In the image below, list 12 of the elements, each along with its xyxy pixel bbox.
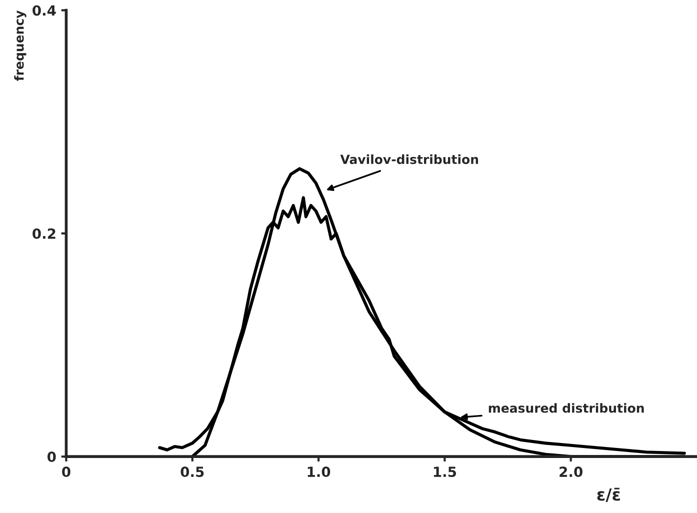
- x-tick-label: 1.5: [434, 466, 456, 478]
- y-tick-label: 0.4: [32, 5, 56, 16]
- y-tick-label: 0.2: [32, 228, 56, 239]
- y-tick-label: 0: [47, 452, 56, 462]
- annotation: measured distribution: [488, 403, 644, 413]
- x-tick-label: 0.5: [180, 466, 204, 478]
- x-tick-label: 1.0: [308, 466, 330, 478]
- x-tick-label: 2.0: [560, 466, 582, 478]
- annotation: Vavilov-distribution: [340, 154, 478, 164]
- x-tick-label: 0: [62, 466, 70, 478]
- x-axis-title: ε/ε̄: [597, 488, 620, 502]
- y-axis-title: frequency: [14, 10, 26, 81]
